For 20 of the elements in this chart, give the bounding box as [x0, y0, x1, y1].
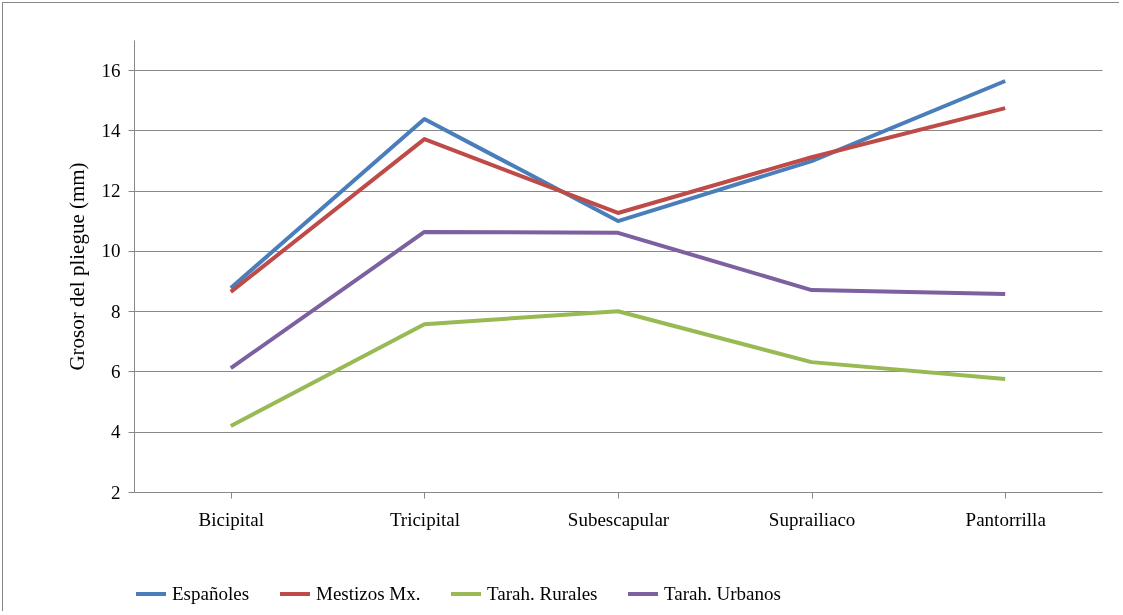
y-tick-label: 14: [101, 119, 121, 141]
legend-label: Tarah. Rurales: [487, 583, 598, 604]
y-tick-label: 8: [111, 300, 121, 322]
x-tick-label: Bicipital: [198, 508, 265, 530]
legend-label: Mestizos Mx.: [316, 583, 421, 604]
x-tick-label: Suprailiaco: [768, 508, 856, 530]
y-tick-label: 12: [101, 180, 121, 202]
y-axis-title: Grosor del pliegue (mm): [64, 162, 89, 371]
x-tick-label: Tricipital: [389, 508, 460, 530]
x-tick-label: Pantorrilla: [965, 508, 1047, 530]
y-tick-label: 4: [111, 421, 121, 443]
y-tick-label: 16: [101, 59, 121, 81]
legend-label: Españoles: [172, 583, 250, 604]
y-tick-label: 10: [101, 240, 121, 262]
x-tick-label: Subescapular: [567, 508, 670, 530]
line-series: [228, 309, 1008, 429]
y-tick-label: 2: [111, 481, 121, 503]
line-series: [228, 229, 1008, 371]
y-tick-label: 6: [111, 360, 121, 382]
legend-label: Tarah. Urbanos: [664, 583, 781, 604]
